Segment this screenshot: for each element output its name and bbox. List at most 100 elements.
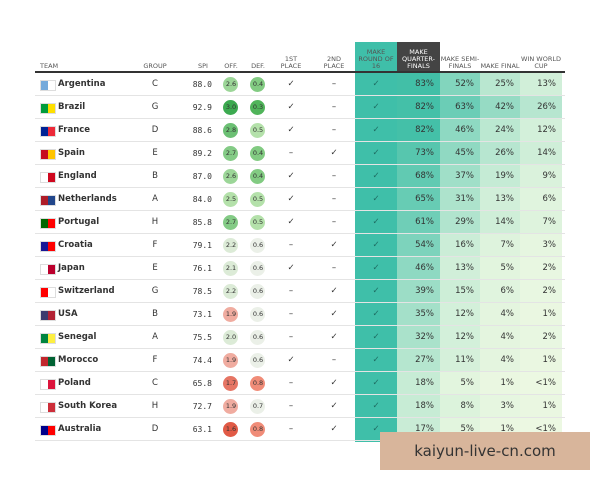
rating-value: 3.0 <box>225 103 237 111</box>
flag <box>40 172 56 183</box>
prob-cell <box>480 303 520 325</box>
prob-cell <box>397 73 440 95</box>
rating-circle <box>223 169 238 184</box>
cell-text: ✓ <box>287 194 295 204</box>
row-rule <box>35 348 565 349</box>
prob-cell <box>440 119 480 141</box>
rating-circle <box>223 353 238 368</box>
prob-cell <box>480 372 520 394</box>
team-name: Senegal <box>58 332 97 342</box>
cell-text: 4% <box>500 309 515 319</box>
cell-text: 1% <box>542 401 557 411</box>
rating-circle <box>223 238 238 253</box>
column-header: MAKE SEMI-FINALS <box>440 55 480 70</box>
prob-cell <box>480 280 520 302</box>
cell-text: A <box>152 332 158 342</box>
prob-cell <box>440 96 480 118</box>
rating-value: 2.1 <box>225 264 237 272</box>
cell-text: ✓ <box>372 309 380 319</box>
rating-circle <box>250 330 265 345</box>
team-name: Argentina <box>58 79 106 89</box>
cell-text: 25% <box>495 79 514 89</box>
cell-text: 84.0 <box>192 195 212 204</box>
cell-text: – <box>331 217 337 227</box>
prob-cell <box>397 96 440 118</box>
cell-text: <1% <box>535 378 556 388</box>
cell-text: ✓ <box>372 125 380 135</box>
flag <box>40 310 56 321</box>
flag <box>40 402 56 413</box>
cell-text: 75.5 <box>192 333 212 342</box>
cell-text: ✓ <box>372 240 380 250</box>
cell-text: – <box>331 355 337 365</box>
prob-cell <box>520 96 562 118</box>
prob-cell <box>397 211 440 233</box>
row-rule <box>35 325 565 326</box>
rating-value: 0.4 <box>252 172 264 180</box>
prob-cell <box>397 395 440 417</box>
cell-text: 87.0 <box>192 172 212 181</box>
prob-cell <box>440 142 480 164</box>
cell-text: – <box>331 102 337 112</box>
prob-cell <box>440 349 480 371</box>
prob-cell <box>397 188 440 210</box>
cell-text: 73.1 <box>192 310 212 319</box>
rating-value: 2.8 <box>225 126 237 134</box>
cell-text: 2% <box>542 286 557 296</box>
team-name: France <box>58 125 91 135</box>
rating-value: 0.6 <box>252 333 264 341</box>
prob-cell <box>480 234 520 256</box>
prob-cell <box>520 73 562 95</box>
prob-cell <box>397 303 440 325</box>
rating-circle <box>223 146 238 161</box>
prob-cell <box>397 165 440 187</box>
cell-text: 13% <box>495 194 514 204</box>
cell-text: 5% <box>460 424 475 434</box>
flag <box>40 425 56 436</box>
cell-text: 65% <box>415 194 434 204</box>
cell-text: 7% <box>500 240 515 250</box>
column-header: 2ND PLACE <box>323 55 345 70</box>
column-header: OFF. <box>224 62 238 70</box>
cell-text: – <box>331 171 337 181</box>
r16-column <box>355 42 397 442</box>
cell-text: 32% <box>415 332 434 342</box>
flag <box>40 356 56 367</box>
cell-text: – <box>331 194 337 204</box>
row-rule <box>35 279 565 280</box>
cell-text: – <box>331 79 337 89</box>
rating-circle <box>223 261 238 276</box>
flag <box>40 126 56 137</box>
cell-text: H <box>151 217 159 227</box>
row-rule <box>35 95 565 96</box>
row-rule <box>35 371 565 372</box>
prob-cell <box>520 257 562 279</box>
cell-text: ✓ <box>372 378 380 388</box>
cell-text: G <box>151 286 159 296</box>
cell-text: 18% <box>415 378 434 388</box>
prob-cell <box>397 257 440 279</box>
cell-text: ✓ <box>372 401 380 411</box>
cell-text: 4% <box>500 332 515 342</box>
cell-text: 31% <box>455 194 474 204</box>
cell-text: ✓ <box>287 355 295 365</box>
rating-value: 0.4 <box>252 149 264 157</box>
rating-circle <box>250 123 265 138</box>
cell-text: C <box>152 378 158 388</box>
prob-cell <box>440 257 480 279</box>
cell-text: 46% <box>415 263 434 273</box>
cell-text: 37% <box>455 171 474 181</box>
cell-text: B <box>152 171 158 181</box>
row-rule <box>35 440 565 441</box>
team-name: Australia <box>58 424 102 434</box>
cell-text: 16% <box>455 240 474 250</box>
prob-cell <box>440 372 480 394</box>
prob-cell <box>520 395 562 417</box>
prob-cell <box>520 165 562 187</box>
flag <box>40 103 56 114</box>
cell-text: 1% <box>542 355 557 365</box>
row-rule <box>35 302 565 303</box>
prob-cell <box>397 280 440 302</box>
cell-text: 35% <box>415 309 434 319</box>
watermark: kaiyun-live-cn.com <box>414 442 556 460</box>
